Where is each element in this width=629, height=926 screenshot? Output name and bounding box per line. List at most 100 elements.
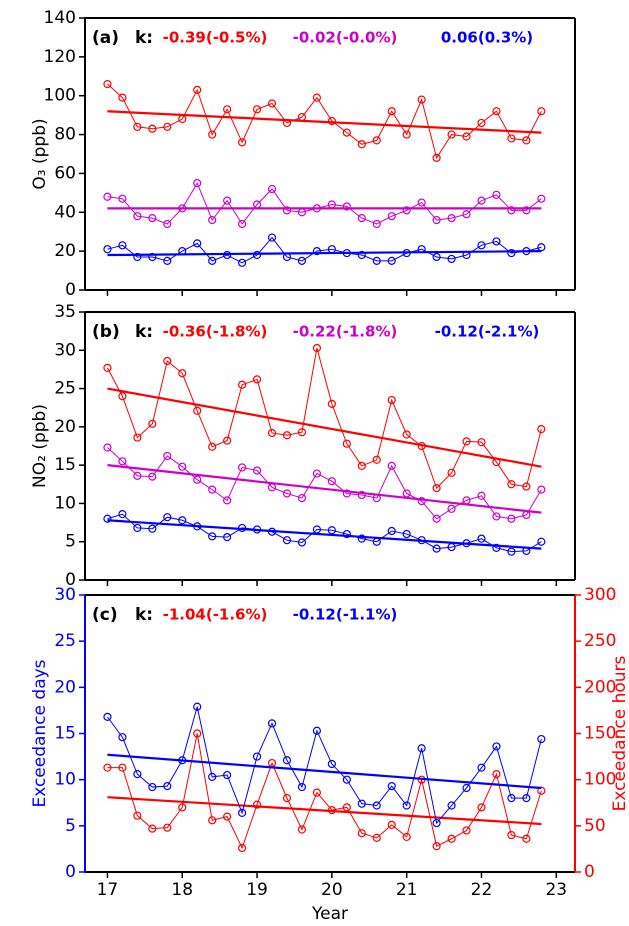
- data-point: [148, 472, 157, 481]
- data-point: [282, 794, 292, 803]
- y-tick-label: 15: [54, 455, 76, 475]
- data-point: [402, 430, 411, 439]
- data-point: [537, 734, 546, 744]
- data-point: [372, 833, 381, 842]
- data-point: [223, 533, 232, 542]
- data-point: [282, 431, 292, 440]
- series-line: [107, 733, 542, 850]
- data-point: [537, 107, 546, 116]
- data-point: [432, 544, 441, 553]
- data-point: [492, 742, 501, 751]
- panel-label: (b): [92, 322, 120, 342]
- data-point: [193, 85, 202, 94]
- data-point: [507, 794, 516, 803]
- data-point: [372, 136, 381, 145]
- data-point: [178, 516, 187, 525]
- data-point: [223, 496, 232, 505]
- data-point: [312, 726, 322, 735]
- y-tick-label: 30: [54, 585, 76, 605]
- y-tick-label: 35: [54, 302, 76, 322]
- data-point: [252, 250, 262, 260]
- data-point: [387, 107, 396, 116]
- data-point: [357, 214, 366, 223]
- data-point: [103, 192, 112, 201]
- data-point: [163, 451, 172, 461]
- x-axis-label: Year: [311, 904, 348, 924]
- data-point: [208, 256, 217, 265]
- data-point: [148, 252, 157, 262]
- data-point: [342, 128, 351, 137]
- data-point: [492, 512, 501, 521]
- data-point: [312, 343, 322, 353]
- y-tick-label: 15: [54, 724, 76, 744]
- data-point: [432, 842, 441, 851]
- data-point: [178, 462, 187, 471]
- data-point: [178, 369, 187, 378]
- series-line: [107, 236, 542, 264]
- data-point: [387, 526, 396, 536]
- data-point: [432, 153, 441, 162]
- trend-line: [107, 519, 542, 550]
- data-point: [148, 214, 157, 223]
- data-point: [237, 258, 247, 267]
- data-point: [357, 461, 366, 471]
- y-tick-label: 10: [54, 770, 76, 790]
- y-tick-label: 140: [44, 8, 76, 28]
- data-point: [507, 514, 516, 523]
- data-point: [103, 245, 112, 254]
- series-line: [107, 706, 542, 825]
- data-point: [297, 538, 307, 547]
- data-point: [237, 463, 247, 472]
- data-point: [537, 485, 546, 494]
- data-point: [208, 215, 217, 225]
- data-point: [522, 482, 531, 491]
- data-point: [237, 808, 247, 818]
- trend-label: 0.06(0.3%): [441, 29, 533, 47]
- data-point: [163, 219, 172, 229]
- y-tick-label: 120: [44, 47, 76, 67]
- y-tick-label: 20: [54, 241, 76, 261]
- data-point: [103, 514, 112, 523]
- data-point: [252, 105, 262, 114]
- y-tick-label: 60: [54, 163, 76, 183]
- data-point: [417, 198, 426, 207]
- data-point: [507, 547, 516, 556]
- data-point: [402, 206, 411, 215]
- data-point: [312, 247, 322, 256]
- data-point: [447, 801, 456, 810]
- data-point: [223, 105, 232, 114]
- data-point: [237, 138, 247, 147]
- y-tick-label: 0: [65, 570, 76, 590]
- data-point: [507, 206, 516, 215]
- y-tick-label: 20: [54, 677, 76, 697]
- data-point: [118, 733, 127, 742]
- trend-line: [107, 753, 542, 790]
- data-point: [133, 433, 142, 442]
- data-point: [432, 818, 441, 828]
- data-point: [133, 252, 142, 262]
- data-point: [148, 419, 157, 428]
- data-point: [118, 93, 127, 102]
- trend-label: -1.04(-1.6%): [163, 606, 268, 624]
- data-point: [387, 461, 396, 471]
- data-point: [507, 248, 516, 258]
- data-point: [462, 783, 471, 793]
- data-point: [387, 820, 396, 830]
- trend-label: -0.12(-1.1%): [293, 606, 398, 624]
- x-tick-label: 22: [471, 880, 493, 900]
- data-point: [522, 136, 531, 145]
- data-point: [477, 196, 486, 205]
- data-point: [477, 534, 486, 543]
- data-point: [103, 79, 112, 89]
- data-point: [507, 480, 516, 489]
- data-point: [312, 93, 322, 102]
- y-tick-label: 5: [65, 532, 76, 552]
- y-tick-label: 20: [54, 417, 76, 437]
- data-point: [118, 194, 127, 203]
- data-point: [133, 811, 142, 820]
- data-point: [297, 428, 307, 437]
- data-point: [282, 536, 292, 545]
- data-point: [267, 233, 277, 242]
- data-point: [178, 803, 187, 812]
- y-tick-label: 0: [65, 862, 76, 882]
